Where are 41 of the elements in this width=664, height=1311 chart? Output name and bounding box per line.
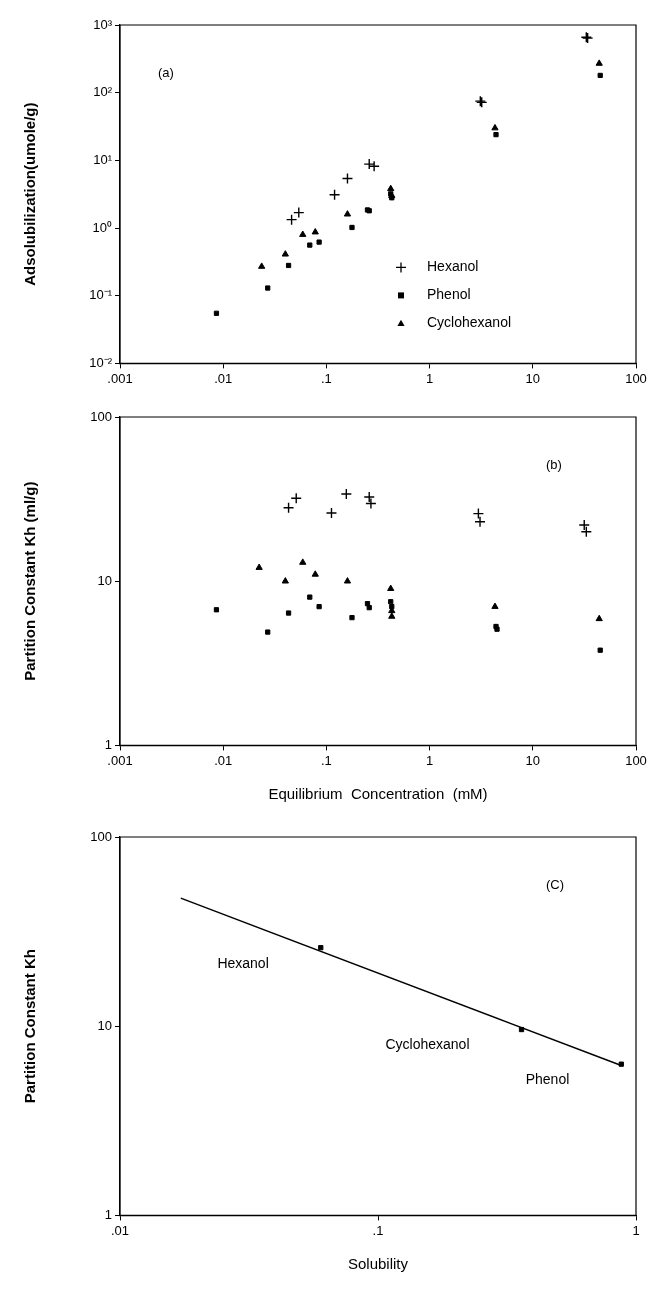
x-tick-label: 100 <box>625 370 647 386</box>
y-tick-label: 10¹ <box>93 151 113 167</box>
y-tick-label: 10⁰ <box>92 219 112 235</box>
x-axis-title: Equilibrium Concentration (mM) <box>268 785 488 803</box>
x-tick-label: 10 <box>525 752 541 768</box>
y-tick-label: 100 <box>90 828 112 844</box>
y-tick-label: 10 <box>97 572 112 588</box>
y-tick-label: 100 <box>90 408 112 424</box>
x-tick-label: 1 <box>425 752 434 768</box>
y-tick-label: 10 <box>97 1017 112 1033</box>
annotation: (C) <box>546 876 565 892</box>
y-tick-label: 10⁻² <box>89 354 113 370</box>
legend-label: Cyclohexanol <box>427 314 512 331</box>
y-tick-label: 1 <box>104 736 112 752</box>
x-tick-label: .001 <box>107 370 133 386</box>
y-axis-title: Partition Constant Kh <box>21 949 39 1104</box>
annotation: (b) <box>546 456 562 472</box>
x-tick-label: .1 <box>320 752 332 768</box>
x-tick-label: .01 <box>214 370 233 386</box>
annotation: Hexanol <box>217 954 269 971</box>
x-tick-label: .01 <box>214 752 233 768</box>
y-axis-title: Partition Constant Kh (ml/g) <box>21 481 39 681</box>
y-axis-title: Adsolubilization(umole/g) <box>21 102 39 286</box>
annotation: (a) <box>158 64 174 80</box>
x-tick-label: 1 <box>632 1222 640 1238</box>
x-tick-label: 1 <box>425 370 434 386</box>
y-tick-label: 10³ <box>93 16 113 32</box>
y-tick-label: 10² <box>93 84 113 100</box>
y-tick-label: 1 <box>104 1206 112 1222</box>
x-tick-label: .01 <box>110 1222 130 1238</box>
annotation: Phenol <box>525 1071 570 1088</box>
legend-label: Phenol <box>427 286 471 303</box>
x-tick-label: .1 <box>320 370 332 386</box>
x-axis-title: Solubility <box>347 1255 409 1273</box>
annotation: Cyclohexanol <box>385 1036 470 1053</box>
x-tick-label: 100 <box>625 752 647 768</box>
x-tick-label: .1 <box>372 1222 384 1238</box>
x-tick-label: .001 <box>107 752 133 768</box>
legend-label: Hexanol <box>427 258 479 275</box>
x-tick-label: 10 <box>525 370 541 386</box>
y-tick-label: 10⁻¹ <box>89 287 113 303</box>
